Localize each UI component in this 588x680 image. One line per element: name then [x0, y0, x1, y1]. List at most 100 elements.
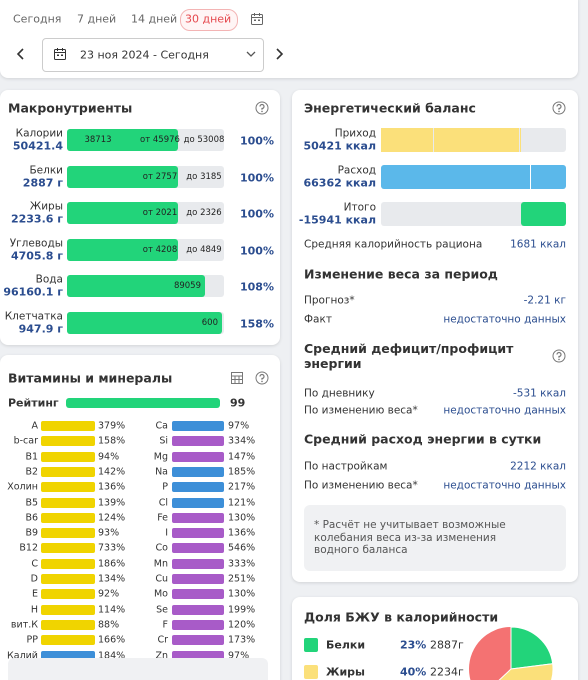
nutrient-bar — [172, 589, 224, 600]
macro-percent: 100% — [240, 171, 274, 184]
macro-name: Жиры — [29, 200, 63, 213]
card-title: Доля БЖУ в калорийности — [304, 609, 499, 625]
nutrient-percent: 379% — [98, 420, 126, 432]
nutrient-name: B5 — [25, 496, 38, 508]
help-icon[interactable] — [552, 101, 566, 115]
nutrient-bar — [172, 512, 224, 523]
avg-label: Средняя калорийность рациона — [304, 238, 483, 251]
macro-amount: 2233.6 г — [10, 212, 63, 226]
nutrient-percent: 97% — [228, 420, 250, 432]
section-title: Средний дефицит/профицит энергии — [304, 341, 514, 371]
macro-bar-fill — [67, 129, 178, 151]
help-icon[interactable] — [552, 349, 566, 363]
nutrient-name: Si — [159, 435, 168, 447]
nutrient-percent: 97% — [228, 649, 250, 661]
energy-name: Расход — [337, 164, 376, 177]
nutrient-percent: 147% — [228, 450, 256, 462]
vitamins-note-box — [8, 658, 268, 680]
nutrient-bar — [172, 604, 224, 615]
period-tab[interactable]: 7 дней — [77, 12, 117, 26]
bju-name: Белки — [326, 638, 366, 652]
nutrient-bar — [41, 482, 95, 493]
energy-amount: -15941 ккал — [298, 213, 376, 227]
nutrient-name: Zn — [155, 649, 168, 661]
pie-slice — [498, 663, 554, 680]
note-text: * Расчёт не учитывает возможные колебани… — [314, 519, 506, 557]
energy-name: Приход — [334, 127, 376, 140]
macro-min: от 45976 — [140, 134, 180, 145]
nutrient-name: H — [30, 603, 38, 615]
help-icon[interactable] — [255, 371, 269, 385]
date-range: 23 ноя 2024 - Сегодня — [80, 48, 209, 62]
nutrient-percent: 142% — [98, 466, 126, 478]
energy-bar-fill — [521, 202, 566, 226]
period-tab[interactable]: 14 дней — [131, 12, 178, 26]
period-tab[interactable]: Сегодня — [13, 12, 62, 26]
rating-value: 99 — [230, 396, 246, 410]
nutrient-name: Mg — [153, 450, 168, 462]
macro-bar-value: 600 — [201, 317, 218, 328]
nutrient-percent: 92% — [98, 588, 120, 600]
nutrient-name: Mo — [153, 588, 168, 600]
nutrient-name: PP — [26, 634, 38, 646]
card-title: Макронутриенты — [8, 100, 133, 116]
help-icon[interactable] — [255, 101, 269, 115]
nutrient-name: I — [165, 527, 168, 539]
nutrient-name: Co — [155, 542, 168, 554]
macro-percent: 100% — [240, 244, 274, 258]
nutrient-percent: 184% — [98, 649, 126, 661]
nutrient-bar — [41, 619, 95, 630]
macro-percent: 100% — [240, 134, 274, 148]
row-label: По изменению веса* — [304, 479, 418, 492]
nutrient-name: B6 — [25, 512, 38, 524]
energy-bar-segment — [434, 128, 519, 152]
nutrient-bar — [41, 497, 95, 508]
nutrient-name: B2 — [25, 466, 38, 478]
calendar-icon[interactable] — [250, 12, 264, 26]
row-value: 2212 ккал — [510, 460, 566, 473]
table-icon[interactable] — [230, 371, 244, 385]
energy-bar-segment — [520, 128, 521, 152]
date-dropdown[interactable] — [42, 38, 264, 72]
legend-swatch — [304, 638, 318, 652]
nutrient-percent: 185% — [228, 466, 256, 478]
macro-percent: 158% — [240, 317, 274, 331]
nutrient-percent: 733% — [98, 542, 126, 554]
nutrient-name: P — [162, 481, 168, 493]
active-tab-pill — [180, 9, 238, 31]
nutrient-name: C — [31, 557, 38, 569]
dropdown-chevron — [246, 51, 256, 57]
calendar-icon[interactable] — [53, 47, 67, 61]
nutrient-percent: 114% — [98, 603, 126, 615]
nutrient-percent: 199% — [228, 603, 256, 615]
nutrient-percent: 136% — [228, 527, 256, 539]
nutrient-name: B9 — [25, 527, 38, 539]
nutrient-percent: 217% — [228, 481, 256, 493]
nutrient-percent: 158% — [98, 435, 126, 447]
row-label: По настройкам — [304, 460, 388, 473]
next-button[interactable] — [274, 47, 284, 61]
nutrient-bar — [41, 466, 95, 477]
energy-bar-segment — [381, 128, 433, 152]
nutrient-percent: 134% — [98, 573, 126, 585]
row-value: недостаточно данных — [443, 313, 566, 326]
nutrient-name: Fe — [157, 512, 168, 524]
section-title: Средний расход энергии в сутки — [304, 431, 542, 447]
macro-amount: 96160.1 г — [3, 285, 63, 299]
nutrient-percent: 130% — [228, 588, 256, 600]
macro-max: до 3185 — [186, 171, 222, 182]
nutrient-bar — [172, 543, 224, 554]
macro-bar-value: 38713 — [84, 134, 112, 145]
period-tab[interactable]: 30 дней — [185, 12, 232, 26]
nutrient-name: вит.К — [10, 619, 38, 631]
avg-value: 1681 ккал — [510, 238, 566, 251]
nutrient-name: Cl — [158, 496, 168, 508]
prev-button[interactable] — [16, 47, 26, 61]
nutrient-name: F — [162, 619, 168, 631]
nutrient-percent: 120% — [228, 619, 256, 631]
nutrient-name: Mn — [153, 557, 168, 569]
nutrient-name: Холин — [7, 481, 38, 493]
row-label: Факт — [304, 313, 332, 326]
nutrient-bar — [41, 604, 95, 615]
nutrient-percent: 124% — [98, 512, 126, 524]
